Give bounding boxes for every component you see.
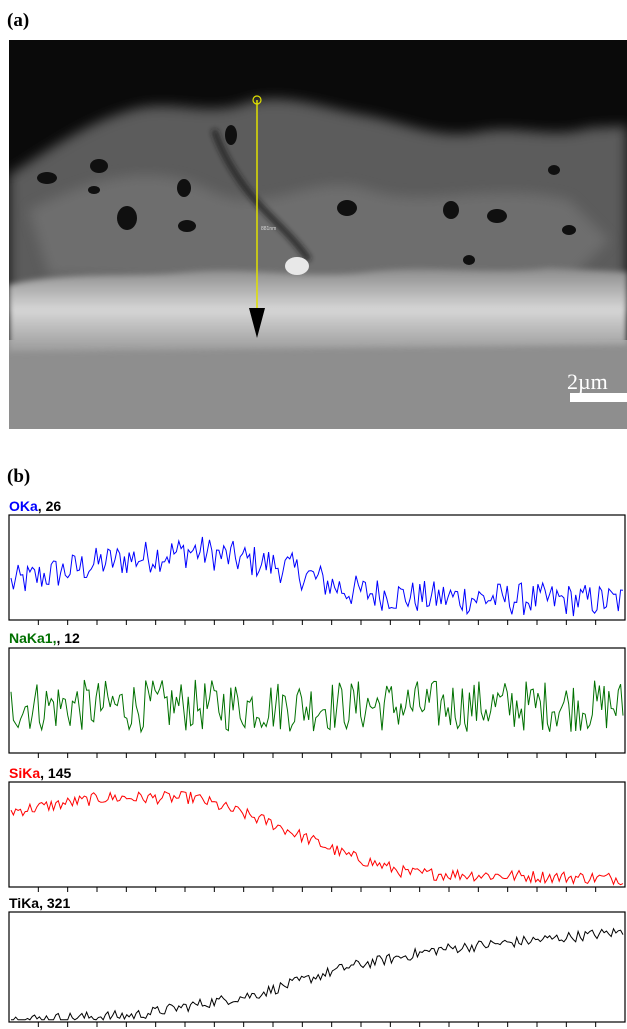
substrate	[9, 340, 627, 429]
sika-panel	[8, 781, 626, 892]
sem-micrograph: 881nm 2µm	[9, 40, 627, 429]
plot-frame	[8, 647, 626, 754]
naka1-label: NaKa1,, 12	[9, 630, 80, 646]
linescan-arrow-icon	[249, 308, 265, 338]
crack	[211, 129, 312, 262]
tika-name: TiKa	[9, 895, 40, 911]
naka1-name: NaKa1,	[9, 630, 57, 646]
tika-label: TiKa, 321	[9, 895, 71, 911]
oka-panel	[8, 514, 626, 625]
tika-panel	[8, 911, 626, 1027]
naka1-panel	[8, 647, 626, 758]
tika-count: 321	[46, 895, 71, 911]
plot-frame	[8, 514, 626, 621]
naka1-count: 12	[64, 630, 80, 646]
tika-trace	[11, 927, 624, 1021]
plot-frame	[8, 911, 626, 1023]
sika-trace	[10, 790, 624, 886]
scale-bar	[570, 393, 627, 402]
linescan-start-marker	[252, 95, 262, 105]
linescan-annotation: 881nm	[261, 226, 276, 232]
sika-name: SiKa	[9, 765, 41, 781]
bright-particle	[285, 257, 309, 275]
sika-count: 145	[47, 765, 72, 781]
scale-bar-label: 2µm	[567, 369, 608, 394]
panel-a-label: (a)	[7, 10, 30, 31]
oka-trace	[10, 536, 624, 617]
oka-label: OKa, 26	[9, 498, 62, 514]
oka-count: 26	[45, 498, 62, 514]
panel-b-label: (b)	[7, 466, 31, 487]
sika-label: SiKa, 145	[9, 765, 72, 781]
pores	[37, 125, 576, 265]
oka-name: OKa	[9, 498, 38, 514]
plot-frame	[8, 781, 626, 888]
interface-layer	[9, 268, 627, 352]
naka1-trace	[10, 679, 624, 734]
